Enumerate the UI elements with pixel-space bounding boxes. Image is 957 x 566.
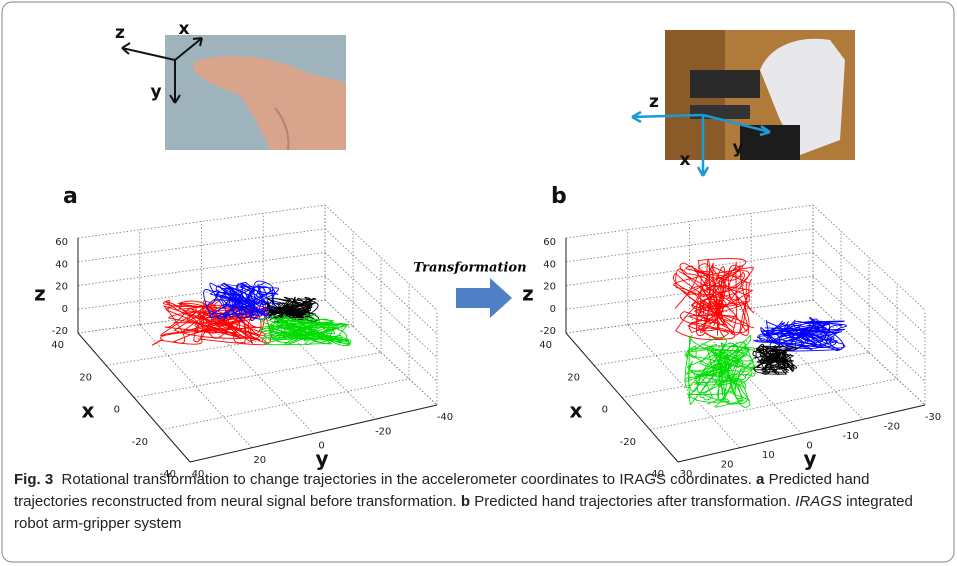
z-tick-label: 20: [55, 282, 68, 293]
z-tick-label: 20: [543, 282, 556, 293]
z-tick-label: 60: [543, 237, 556, 248]
x-tick-label: 40: [51, 340, 64, 351]
z-tick-label: 40: [55, 259, 68, 270]
caption: Fig. 3 Rotational transformation to chan…: [14, 469, 944, 535]
x-axis-label: x: [82, 399, 95, 423]
axis-line: [678, 405, 925, 462]
y-tick-label: -20: [884, 422, 900, 433]
z-tick-label: 60: [55, 237, 68, 248]
caption-part-label: b: [461, 493, 470, 510]
x-tick-label: -20: [620, 437, 636, 448]
x-tick-label: 40: [539, 340, 552, 351]
x-tick-label: 0: [114, 405, 120, 416]
panel-label: b: [551, 184, 567, 209]
y-axis-label: y: [315, 447, 328, 471]
y-tick-label: -30: [925, 412, 941, 423]
z-tick-label: -20: [540, 326, 556, 337]
y-axis-label: y: [803, 447, 816, 471]
caption-text: Rotational transformation to change traj…: [62, 471, 752, 488]
transform-arrow: [456, 278, 512, 318]
axis-line: [190, 405, 437, 462]
box-line: [650, 379, 897, 430]
y-tick-label: -20: [375, 426, 391, 437]
z-axis-label: z: [522, 282, 534, 306]
x-tick-label: 20: [79, 372, 92, 383]
x-tick-label: 20: [567, 372, 580, 383]
arrow-label: Transformation: [413, 261, 526, 276]
z-axis-label: z: [34, 282, 46, 306]
trajectories: [685, 335, 756, 407]
figure: Transformation z x y z x y a 60 40 20 0 -20 40 20 0 -20…: [0, 0, 957, 566]
z-tick-label: -20: [52, 326, 68, 337]
photo-axis-label: x: [179, 19, 190, 39]
z-tick-label: 0: [62, 304, 68, 315]
finger-photo: [165, 35, 346, 150]
y-tick-label: -40: [437, 412, 453, 423]
photo-axis-label: y: [150, 82, 161, 102]
axes-box: [566, 205, 925, 462]
z-tick-label: 0: [550, 304, 556, 315]
x-axis-label: x: [570, 399, 583, 423]
photo-axis-label: z: [115, 23, 125, 43]
photo-axis-label: y: [732, 138, 743, 158]
robot-photo: [665, 30, 855, 160]
y-tick-label: -10: [842, 431, 858, 442]
z-tick-label: 40: [543, 259, 556, 270]
trajectories: [673, 259, 754, 340]
photo-axis-label: z: [649, 92, 659, 112]
caption-part-label: a: [756, 471, 764, 488]
x-tick-label: 0: [602, 405, 608, 416]
figure-number: Fig. 3: [14, 471, 53, 488]
x-tick-label: -20: [132, 437, 148, 448]
y-tick-label: 20: [253, 455, 266, 466]
box-line: [162, 379, 409, 430]
photo-axis-label: x: [680, 150, 691, 170]
caption-text: Predicted hand trajectories after transf…: [474, 493, 791, 510]
trajectories: [261, 314, 351, 345]
caption-abbreviation: IRAGS: [795, 493, 842, 510]
y-tick-label: 10: [762, 450, 775, 461]
panel-label: a: [63, 184, 78, 209]
